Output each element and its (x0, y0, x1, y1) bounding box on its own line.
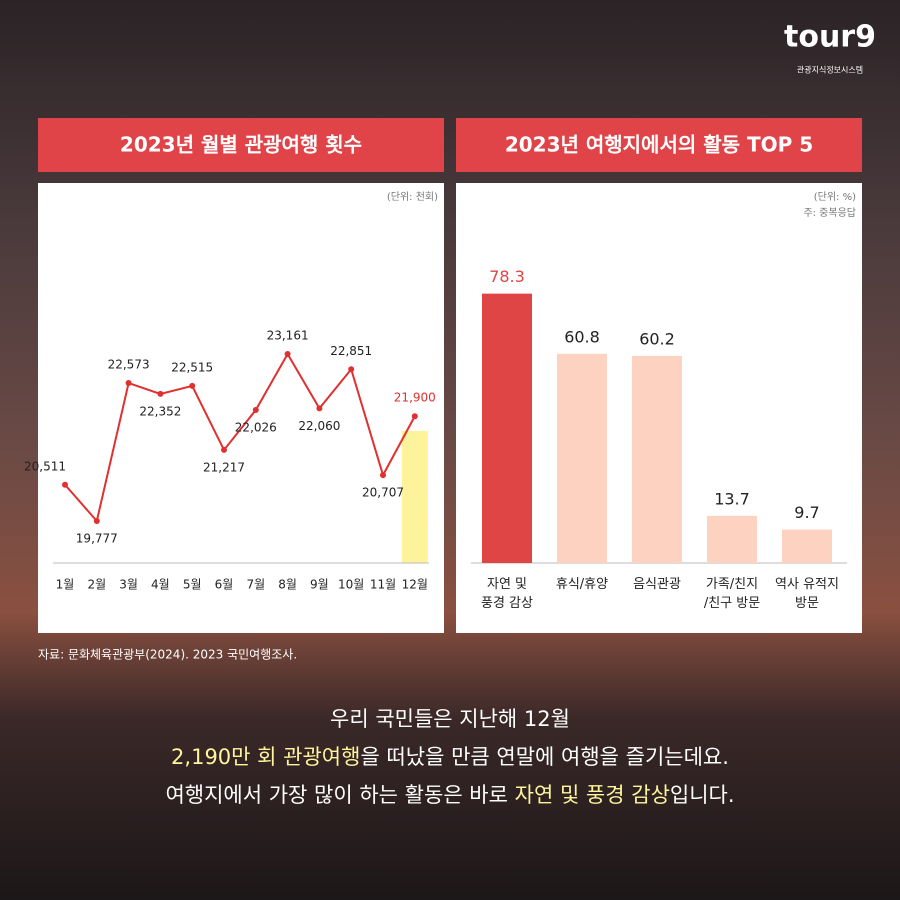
x-tick-label: 6월 (215, 578, 234, 592)
bar (782, 529, 832, 563)
value-label: 22,352 (139, 404, 181, 418)
x-tick-label: 11월 (370, 578, 396, 592)
title-box (456, 118, 862, 172)
point (411, 413, 418, 420)
value-label: 20,707 (362, 486, 404, 500)
bar (632, 355, 682, 563)
x-tick-label: 1월 (56, 578, 75, 592)
value-label: 21,217 (203, 460, 245, 474)
caption-text: 을 떠났을 만큼 연말에 여행을 즐기는데요. (360, 745, 729, 769)
value-label: 20,511 (24, 459, 66, 473)
x-tick-label: 역사 유적지 방문 (775, 577, 839, 611)
panel (38, 183, 444, 633)
value-label: 22,573 (108, 358, 150, 372)
unit-note: (단위: 천회) (387, 190, 438, 203)
point (380, 472, 386, 479)
caption-line: 우리 국민들은 지난해 12월 (0, 703, 900, 733)
point (221, 446, 227, 453)
title-box (38, 118, 444, 172)
x-tick-label: 자연 및 풍경 감상 (481, 577, 533, 611)
point (348, 366, 355, 373)
line (64, 351, 416, 524)
value-label: 13.7 (714, 489, 750, 508)
logo-subtitle: 관광지식정보시스템 (797, 65, 863, 75)
point (62, 481, 68, 488)
x-tick-label: 7월 (246, 578, 265, 592)
point (157, 390, 164, 397)
point (252, 407, 259, 414)
point (189, 382, 196, 389)
x-tick-label: 5월 (183, 578, 202, 592)
highlight-bar (401, 431, 428, 563)
chart-title: 2023년 월별 관광여행 횟수 (120, 133, 362, 157)
chart-title: 2023년 여행지에서의 활동 TOP 5 (505, 133, 813, 157)
x-tick-label: 3월 (119, 578, 138, 592)
x-tick-label: 가족/친지/친구 방문 (704, 577, 760, 611)
value-label: 22,515 (171, 360, 213, 374)
value-label: 78.3 (489, 267, 525, 286)
x-tick-label: 음식관광 (633, 577, 681, 592)
x-tick-label: 8월 (278, 578, 297, 592)
point (93, 518, 100, 524)
bar (482, 293, 532, 563)
value-label: 22,851 (330, 344, 372, 358)
caption-text: 여행지에서 가장 많이 하는 활동은 바로 (165, 783, 515, 807)
x-tick-label: 12월 (402, 578, 428, 592)
value-label: 9.7 (794, 503, 819, 522)
value-label: 23,161 (267, 329, 309, 343)
value-label: 60.2 (639, 329, 675, 348)
point (125, 380, 132, 387)
x-tick-label: 4월 (151, 578, 170, 592)
point (284, 351, 291, 357)
bar (557, 353, 607, 563)
caption-text: 자연 및 풍경 감상 (514, 783, 670, 807)
x-tick-label: 2월 (87, 578, 106, 592)
note: 주: 중복응답 (803, 207, 856, 219)
caption-line: 여행지에서 가장 많이 하는 활동은 바로 자연 및 풍경 감상입니다. (0, 779, 900, 809)
x-tick-label: 9월 (310, 578, 329, 592)
logo: tour9 (784, 20, 876, 55)
caption-line: 2,190만 회 관광여행을 떠났을 만큼 연말에 여행을 즐기는데요. (0, 741, 900, 771)
caption-text: 우리 국민들은 지난해 12월 (330, 707, 570, 731)
point (316, 405, 323, 412)
value-label: 60.8 (564, 327, 600, 346)
caption-text: 2,190만 회 관광여행 (171, 745, 361, 769)
bar (707, 515, 757, 563)
x-tick-label: 휴식/휴양 (556, 577, 608, 592)
unit-note: (단위: %) (814, 190, 856, 203)
value-label: 22,026 (235, 421, 277, 435)
value-label: 22,060 (298, 419, 340, 433)
value-label: 21,900 (394, 391, 436, 405)
caption-text: 입니다. (669, 783, 735, 807)
value-label: 19,777 (76, 532, 118, 546)
source: 자료: 문화체육관광부(2024). 2023 국민여행조사. (38, 647, 297, 662)
x-tick-label: 10월 (338, 578, 364, 592)
